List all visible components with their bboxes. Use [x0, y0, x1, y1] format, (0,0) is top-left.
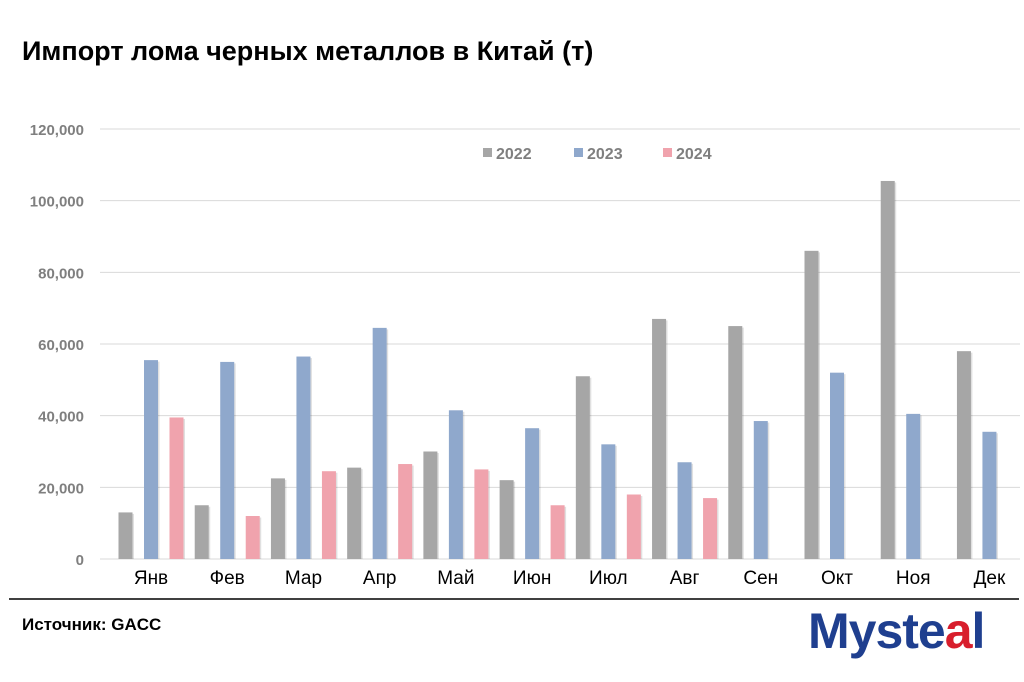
- bar-2024-Апр: [398, 464, 413, 559]
- bar-2022-Сен: [728, 326, 743, 559]
- bar-2023-Ноя: [906, 413, 921, 559]
- y-tick-label: 120,000: [30, 122, 84, 139]
- legend-swatch-2024: [663, 148, 672, 157]
- bar-2022-Май: [423, 451, 438, 559]
- x-tick-label: Авг: [670, 568, 700, 589]
- legend-label-2024: 2024: [676, 146, 712, 163]
- x-tick-label: Янв: [134, 568, 168, 589]
- bar-2022-Янв: [118, 512, 133, 559]
- bar-2022-Июн: [499, 480, 514, 559]
- x-tick-label: Ноя: [896, 568, 931, 589]
- bar-2024-Авг: [703, 498, 718, 559]
- bar-2023-Фев: [220, 361, 235, 559]
- mysteel-logo: Mysteal: [808, 603, 985, 659]
- bar-2023-Апр: [372, 327, 387, 559]
- bar-2022-Фев: [194, 505, 209, 559]
- bar-2023-Июл: [601, 444, 616, 559]
- x-tick-label: Мар: [285, 568, 322, 589]
- bar-2024-Янв: [169, 417, 184, 559]
- bar-2023-Мар: [296, 356, 311, 559]
- bar-2022-Июл: [575, 376, 590, 559]
- bar-2024-Июн: [550, 505, 565, 559]
- bar-2022-Ноя: [880, 180, 895, 560]
- y-tick-label: 0: [76, 552, 84, 569]
- footer-divider: [9, 598, 1019, 600]
- bar-2022-Дек: [956, 351, 971, 559]
- bar-2023-Май: [448, 410, 463, 559]
- bar-2022-Авг: [652, 318, 667, 559]
- bar-2023-Авг: [677, 462, 692, 559]
- x-tick-label: Сен: [743, 568, 778, 589]
- x-tick-label: Апр: [363, 568, 397, 589]
- chart-svg: 0 20,000 40,000 60,000 80,000 100,000 120,000 Я…: [30, 122, 1020, 589]
- bar-2022-Апр: [347, 467, 362, 559]
- y-tick-label: 20,000: [38, 480, 84, 497]
- bar-2023-Окт: [829, 372, 844, 559]
- bar-2023-Сен: [753, 421, 768, 559]
- bar-2022-Окт: [804, 250, 819, 560]
- source-note: Источник: GACC: [22, 615, 162, 634]
- x-tick-label: Дек: [974, 568, 1006, 589]
- y-tick-label: 100,000: [30, 194, 84, 211]
- bar-2024-Фев: [245, 516, 260, 559]
- y-tick-label: 80,000: [38, 265, 84, 282]
- bar-2023-Дек: [982, 431, 997, 559]
- bar-2022-Мар: [270, 478, 285, 559]
- bar-2024-Июл: [626, 494, 641, 559]
- bar-2024-Мар: [321, 471, 336, 559]
- legend-label-2022: 2022: [496, 146, 532, 163]
- x-tick-label: Май: [437, 568, 474, 589]
- bar-2023-Янв: [144, 360, 158, 559]
- x-tick-label: Июл: [589, 568, 628, 589]
- x-tick-label: Фев: [210, 568, 245, 589]
- legend-swatch-2022: [483, 148, 492, 157]
- y-tick-label: 60,000: [38, 337, 84, 354]
- x-tick-label: Окт: [821, 568, 853, 589]
- chart-title: Импорт лома черных металлов в Китай (т): [22, 36, 594, 66]
- y-tick-label: 40,000: [38, 409, 84, 426]
- x-tick-label: Июн: [513, 568, 551, 589]
- bar-2024-Май: [474, 469, 489, 559]
- legend-label-2023: 2023: [587, 146, 623, 163]
- legend-swatch-2023: [574, 148, 583, 157]
- bar-2023-Июн: [525, 428, 540, 559]
